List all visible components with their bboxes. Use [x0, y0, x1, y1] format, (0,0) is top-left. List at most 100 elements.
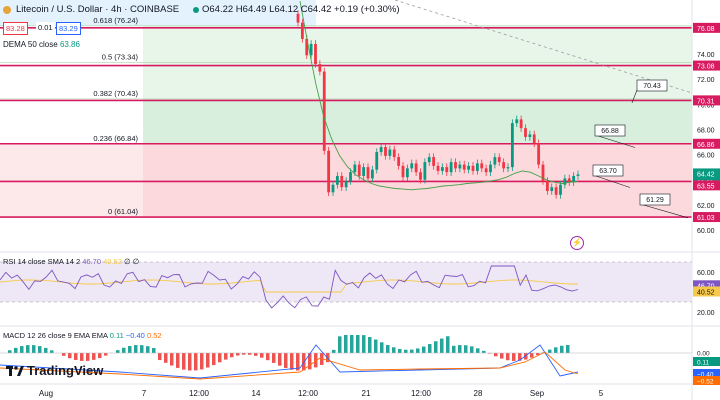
candle-body: [515, 119, 519, 124]
rsi-axis-label: 40.52: [697, 289, 715, 296]
time-axis-tick: 12:00: [298, 389, 319, 398]
candle-body: [322, 71, 326, 151]
macd-hist-bar: [20, 346, 24, 353]
candle-body: [327, 150, 331, 193]
macd-hist-bar: [350, 335, 354, 353]
candle-body: [405, 168, 409, 178]
callout-box: [592, 164, 624, 177]
buy-price-button[interactable]: 83.29: [56, 22, 81, 35]
fib-zone-lower-left: [0, 144, 143, 217]
candle-body: [497, 157, 501, 163]
candle-body: [471, 165, 475, 171]
macd-hist-bar: [338, 336, 342, 353]
price-axis-tick: 60.00: [697, 228, 715, 235]
macd-hist-bar: [440, 338, 444, 353]
candle-body: [550, 187, 554, 192]
macd-hist-bar: [530, 353, 534, 358]
callout-label: 63.70: [599, 168, 617, 175]
macd-hist-bar: [224, 353, 228, 360]
tradingview-logo: TradingView: [6, 363, 103, 378]
fib-label: 0.5 (73.34): [102, 52, 139, 61]
macd-hist-bar: [140, 345, 144, 353]
market-open-icon: [193, 7, 199, 13]
rsi-value: 46.70: [82, 257, 101, 266]
macd-hist-bar: [278, 353, 282, 366]
fib-label: 0 (61.04): [108, 207, 139, 216]
time-axis-tick: 7: [142, 389, 147, 398]
macd-hist-bar: [92, 353, 96, 360]
macd-hist-bar: [236, 353, 240, 356]
macd-hist-bar: [476, 348, 480, 353]
macd-hist-bar: [266, 353, 270, 361]
rsi-sma-tag: [693, 286, 720, 297]
rsi-extra: ∅ ∅: [123, 257, 140, 266]
macd-hist-bar: [548, 349, 552, 353]
macd-hist-bar: [164, 353, 168, 363]
macd-value-tag: [693, 376, 720, 385]
rsi-sma-line: [0, 279, 578, 293]
candle-body: [344, 180, 348, 188]
callout-pointer: [639, 203, 689, 219]
price-axis-tick: 66.00: [697, 153, 715, 160]
candle-body: [510, 123, 514, 168]
candle-body: [541, 164, 545, 181]
macd-hist-bar: [332, 349, 336, 353]
candle-body: [528, 134, 532, 137]
dema-legend[interactable]: DEMA 50 close 63.86: [3, 40, 80, 49]
macd-hist-bar: [134, 345, 138, 353]
trend-line: [394, 0, 693, 94]
macd-hist-bar: [176, 353, 180, 368]
macd-hist-bar: [74, 353, 78, 360]
macd-hist-bar: [290, 353, 294, 370]
tradingview-logo-icon: [6, 366, 24, 376]
sr-price-tag: [693, 212, 720, 223]
candle-body: [296, 13, 300, 23]
macd-hist-bar: [368, 337, 372, 353]
rsi-axis-label: 60.00: [697, 270, 715, 277]
candle-body: [314, 43, 317, 65]
macd-hist-bar: [116, 350, 120, 353]
macd-hist-bar: [158, 353, 162, 361]
macd-hist-bar: [446, 336, 450, 353]
sr-price-label: 70.31: [697, 98, 715, 105]
candle-body: [370, 169, 374, 179]
macd-hist-value: 0.11: [109, 331, 124, 340]
fib-zone-middle: [143, 98, 692, 145]
macd-hist-bar: [128, 345, 132, 353]
sr-price-tag: [693, 60, 720, 71]
macd-value-tag: [693, 369, 720, 378]
sell-price-button[interactable]: 83.28: [3, 22, 28, 35]
macd-hist-bar: [200, 353, 204, 370]
candle-body: [559, 184, 562, 195]
time-axis-tick: 28: [474, 389, 483, 398]
macd-legend[interactable]: MACD 12 26 close 9 EMA EMA 0.11 −0.40 0.…: [3, 331, 162, 340]
macd-hist-bar: [524, 353, 528, 360]
candle-body: [392, 149, 396, 158]
candle-body: [475, 163, 479, 171]
candle-body: [462, 164, 466, 170]
candle-body: [467, 165, 471, 170]
macd-hist-bar: [86, 353, 90, 361]
dema-value: 63.86: [59, 40, 80, 49]
rsi-legend[interactable]: RSI 14 close SMA 14 2 46.70 40.52 ∅ ∅: [3, 257, 139, 266]
macd-hist-bar: [248, 353, 252, 355]
candle-body: [353, 164, 357, 173]
macd-hist-bar: [488, 353, 492, 354]
candle-body: [506, 167, 510, 169]
callout-pointer: [631, 89, 638, 103]
flash-alert-icon[interactable]: ⚡: [570, 236, 584, 250]
time-axis-tick: 5: [599, 389, 604, 398]
price-axis-tick: 62.00: [697, 203, 715, 210]
macd-hist-bar: [62, 353, 66, 356]
candle-body: [576, 174, 580, 176]
candle-body: [554, 187, 558, 195]
candle-body: [357, 164, 361, 176]
macd-hist-bar: [182, 353, 186, 370]
macd-hist-bar: [170, 353, 174, 366]
macd-signal-value: 0.52: [146, 331, 162, 340]
macd-hist-bar: [452, 345, 456, 353]
symbol-title[interactable]: Litecoin / U.S. Dollar · 4h · COINBASE: [16, 4, 180, 15]
macd-hist-bar: [560, 345, 564, 353]
callout-label: 66.88: [601, 128, 619, 135]
